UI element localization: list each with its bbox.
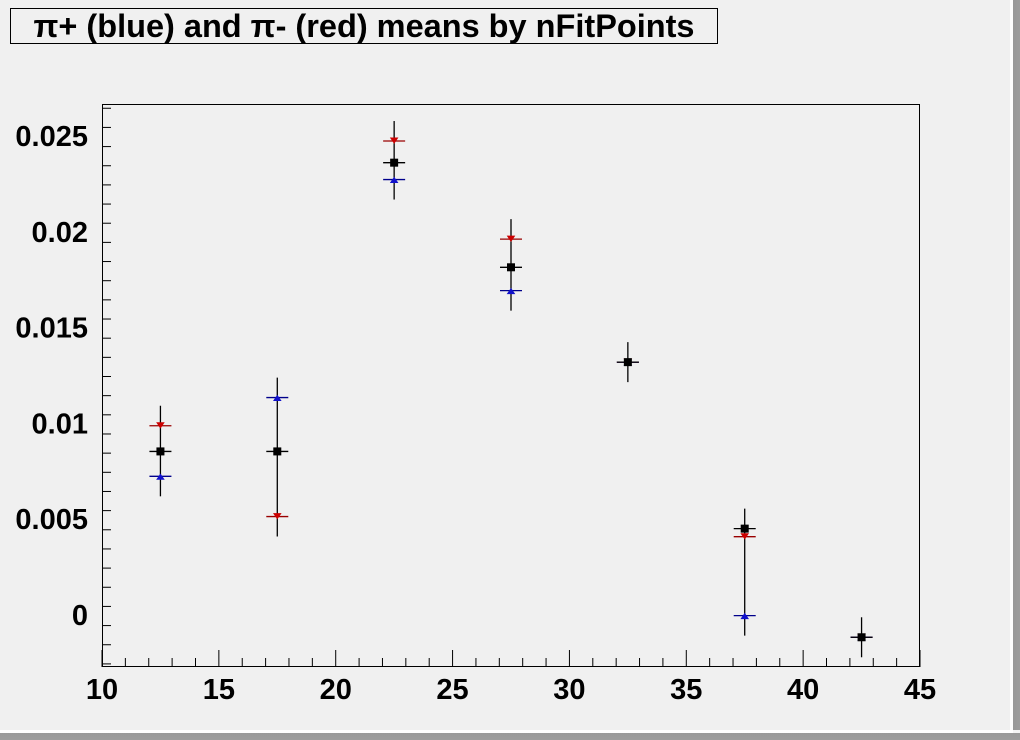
svg-text:10: 10 [86,674,118,706]
svg-text:25: 25 [436,674,468,706]
svg-text:0.005: 0.005 [15,504,88,536]
svg-text:20: 20 [320,674,352,706]
svg-text:15: 15 [203,674,235,706]
svg-text:45: 45 [904,674,936,706]
svg-text:0.02: 0.02 [32,217,88,249]
svg-text:30: 30 [553,674,585,706]
svg-text:0.01: 0.01 [32,408,88,440]
svg-text:0.015: 0.015 [15,313,88,345]
svg-text:40: 40 [787,674,819,706]
svg-text:35: 35 [670,674,702,706]
svg-text:0.025: 0.025 [15,121,88,153]
svg-text:0: 0 [72,600,88,632]
